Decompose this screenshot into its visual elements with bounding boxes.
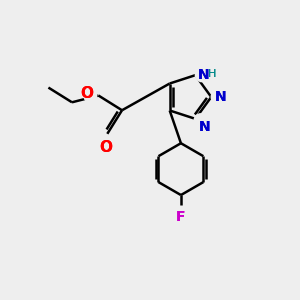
Text: H: H (208, 69, 216, 79)
Text: N: N (198, 68, 209, 82)
Text: F: F (176, 210, 186, 224)
Text: O: O (80, 86, 93, 101)
Circle shape (211, 91, 224, 103)
Text: H: H (208, 69, 216, 79)
Text: O: O (99, 140, 112, 155)
Text: N: N (198, 120, 210, 134)
Text: O: O (80, 86, 93, 101)
Text: N: N (215, 90, 226, 104)
Text: N: N (215, 90, 226, 104)
Text: F: F (176, 210, 186, 224)
Circle shape (194, 114, 207, 127)
Circle shape (84, 89, 97, 102)
Text: N: N (198, 68, 209, 82)
Text: N: N (198, 120, 210, 134)
Circle shape (195, 69, 208, 82)
Circle shape (101, 136, 114, 149)
Text: O: O (99, 140, 112, 155)
